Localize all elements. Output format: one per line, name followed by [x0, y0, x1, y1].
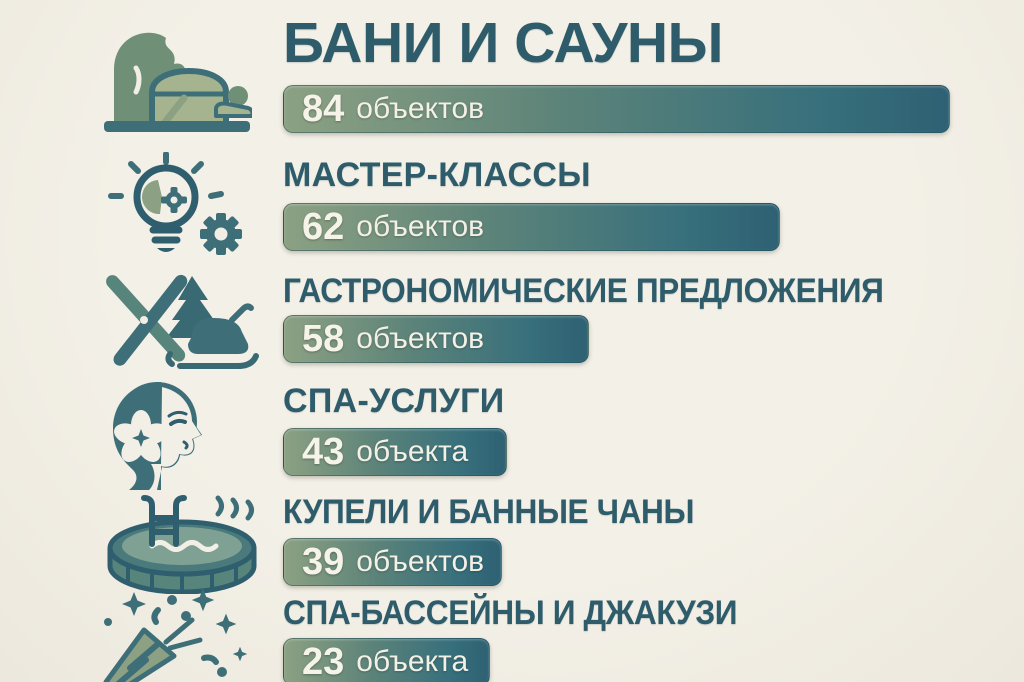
category-title-master-klassy: МАСТЕР-КЛАССЫ — [283, 156, 591, 194]
party-popper-icon — [100, 588, 250, 682]
count-value: 43 — [302, 430, 345, 473]
category-title-spa-uslugi: СПА-УСЛУГИ — [283, 382, 505, 420]
count-value: 39 — [302, 540, 345, 583]
category-title-kupeli: КУПЕЛИ И БАННЫЕ ЧАНЫ — [283, 493, 695, 531]
count-unit: объекта — [356, 435, 469, 468]
count-value: 84 — [302, 87, 345, 130]
count-unit: объекта — [356, 645, 469, 678]
count-unit: объектов — [356, 92, 485, 125]
count-value: 62 — [302, 205, 345, 248]
count-bar-spa-basseyny: 23 объекта — [283, 638, 490, 682]
category-title-bani-i-sauny: БАНИ И САУНЫ — [283, 11, 723, 75]
count-unit: объектов — [356, 322, 485, 355]
category-title-gastronomicheskie: ГАСТРОНОМИЧЕСКИЕ ПРЕДЛОЖЕНИЯ — [283, 272, 884, 310]
count-unit: объектов — [356, 545, 485, 578]
lightbulb-gear-icon — [108, 151, 250, 267]
count-bar-gastronomicheskie: 58 объектов — [283, 315, 589, 363]
count-value: 23 — [302, 640, 345, 682]
category-title-spa-basseyny: СПА-БАССЕЙНЫ И ДЖАКУЗИ — [283, 594, 738, 632]
count-bar-bani-i-sauny: 84 объектов — [283, 85, 950, 133]
count-value: 58 — [302, 317, 345, 360]
skis-snowmobile-icon — [100, 268, 260, 383]
count-unit: объектов — [356, 210, 485, 243]
count-bar-master-klassy: 62 объектов — [283, 203, 780, 251]
woman-spa-icon — [105, 378, 223, 497]
sauna-bathhouse-icon — [100, 14, 255, 139]
count-bar-kupeli: 39 объектов — [283, 538, 502, 586]
hot-tub-icon — [100, 486, 265, 599]
count-bar-spa-uslugi: 43 объекта — [283, 428, 507, 476]
